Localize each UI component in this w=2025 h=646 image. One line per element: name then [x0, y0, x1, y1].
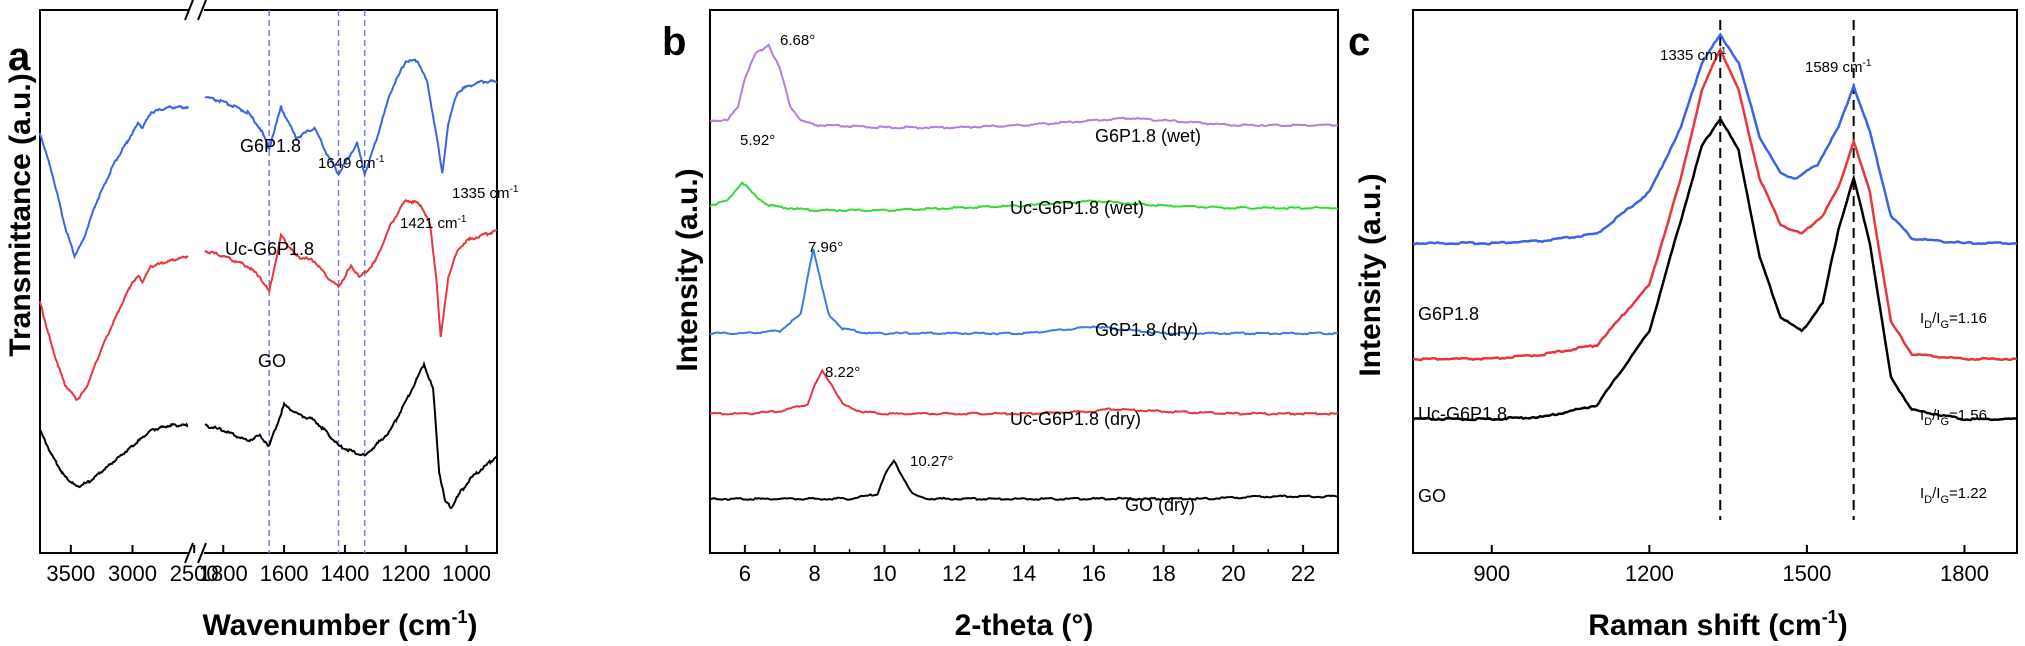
series-line-2-seg1 — [39, 422, 189, 489]
x-tick-label: 3000 — [108, 561, 157, 586]
ratio-label-0: ID/IG=1.16 — [1920, 310, 1987, 331]
ratio-label-2: ID/IG=1.22 — [1920, 485, 1987, 506]
peak-label-0: 6.68° — [780, 32, 815, 49]
series-line-1 — [1412, 46, 2018, 362]
panel-c-ylabel: Intensity (a.u.) — [1354, 173, 1387, 376]
annotation-1421: 1421 cm-1 — [400, 214, 467, 232]
series-line-1-seg2 — [204, 198, 498, 338]
x-tick-label: 1800 — [199, 561, 248, 586]
x-tick-label: 10 — [872, 561, 896, 586]
x-tick-label: 2500 — [170, 561, 219, 586]
axis-break-mark — [197, 542, 207, 564]
x-tick-label: 1500 — [1782, 561, 1831, 586]
x-tick-label: 1200 — [1625, 561, 1674, 586]
x-tick-label: 12 — [942, 561, 966, 586]
x-tick-label: 6 — [739, 561, 751, 586]
ratio-label-1: ID/IG=1.56 — [1920, 407, 1987, 428]
panel-letter-a: a — [8, 35, 31, 79]
axis-break-mark — [184, 0, 194, 21]
series-line-0-seg1 — [39, 104, 189, 260]
panel-a-ylabel: Transmittance (a.u.) — [4, 73, 37, 356]
x-tick-label: 18 — [1151, 561, 1175, 586]
panel-c-frame — [1412, 9, 2018, 554]
series-label-2: G6P1.8 (dry) — [1095, 320, 1198, 340]
peak-label-2: 7.96° — [808, 239, 843, 256]
panel-b-frame — [709, 9, 1339, 554]
panel-c-xlabel: Raman shift (cm-1) — [1588, 607, 1847, 642]
x-tick-label: 16 — [1082, 561, 1106, 586]
peak-label-3: 8.22° — [825, 364, 860, 381]
panel-letter-c: c — [1348, 20, 1370, 64]
panel-b-xlabel: 2-theta (°) — [955, 609, 1094, 642]
series-line-2 — [1412, 116, 2017, 422]
series-line-3 — [709, 368, 1339, 416]
panel-c: c Intensity (a.u.) 900 1200 1500 1800 1335 … — [1348, 9, 2018, 642]
annotation-1335: 1335 cm-1 — [1660, 46, 1727, 64]
peak-label-1: 5.92° — [740, 132, 775, 149]
series-line-4 — [709, 459, 1339, 501]
x-tick-label: 1600 — [260, 561, 309, 586]
x-tick-label: 1800 — [1940, 561, 1989, 586]
series-line-0 — [709, 43, 1338, 130]
axis-break-mark — [197, 0, 207, 21]
series-label-2: GO — [1418, 486, 1446, 506]
x-tick-label: 22 — [1291, 561, 1315, 586]
x-tick-label: 8 — [809, 561, 821, 586]
x-tick-label: 14 — [1012, 561, 1036, 586]
panel-b-ylabel: Intensity (a.u.) — [671, 168, 704, 371]
x-tick-label: 1000 — [442, 561, 491, 586]
series-line-2 — [709, 248, 1339, 336]
series-label-uc-g6p18: Uc-G6P1.8 — [225, 239, 314, 259]
x-tick-label: 900 — [1473, 561, 1510, 586]
series-label-1: Uc-G6P1.8 — [1418, 404, 1507, 424]
series-label-g6p18: G6P1.8 — [240, 136, 301, 156]
series-label-4: GO (dry) — [1125, 495, 1195, 515]
series-label-go: GO — [258, 351, 286, 371]
x-tick-label: 1200 — [381, 561, 430, 586]
peak-label-4: 10.27° — [910, 453, 954, 470]
panel-b: b Intensity (a.u.) 6 8 10 12 14 16 18 20 22 G6P1… — [662, 9, 1339, 642]
series-line-0 — [1412, 32, 2018, 246]
series-label-3: Uc-G6P1.8 (dry) — [1010, 409, 1141, 429]
x-tick-label: 3500 — [46, 561, 95, 586]
annotation-1335: 1335 cm-1 — [452, 184, 519, 202]
annotation-1589: 1589 cm-1 — [1805, 58, 1872, 76]
axis-break-mark — [184, 542, 194, 564]
series-line-2-seg2 — [204, 360, 498, 509]
series-label-0: G6P1.8 — [1418, 304, 1479, 324]
series-line-1 — [709, 181, 1339, 213]
series-line-0-seg2 — [205, 58, 498, 179]
series-label-0: G6P1.8 (wet) — [1095, 126, 1201, 146]
panel-letter-b: b — [662, 20, 686, 64]
x-tick-label: 20 — [1221, 561, 1245, 586]
series-line-1-seg1 — [39, 255, 189, 401]
annotation-1649: 1649 cm-1 — [318, 154, 385, 172]
series-label-1: Uc-G6P1.8 (wet) — [1010, 198, 1144, 218]
x-tick-label: 1400 — [320, 561, 369, 586]
panel-a-xlabel: Wavenumber (cm-1) — [203, 607, 478, 642]
